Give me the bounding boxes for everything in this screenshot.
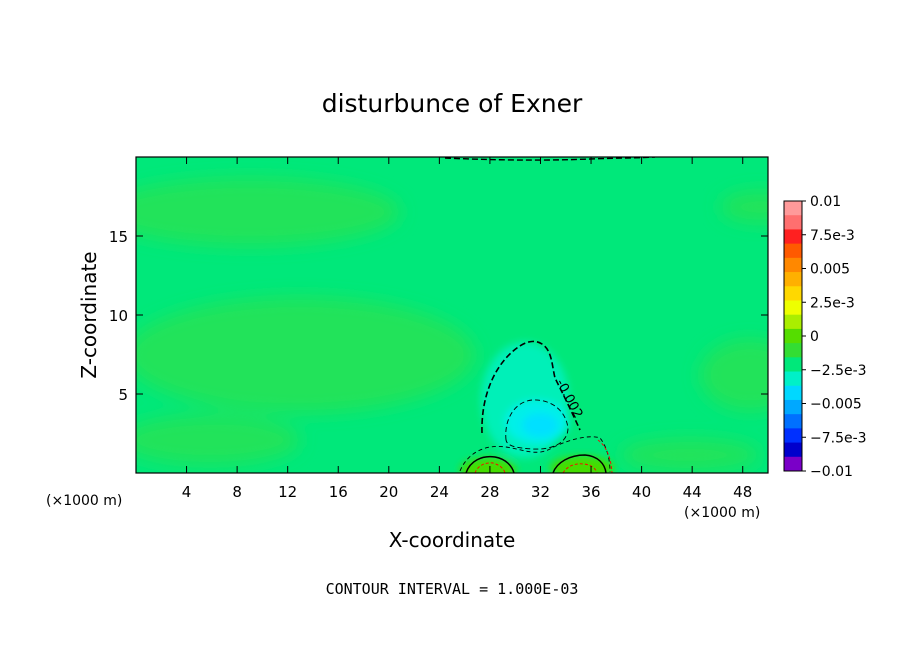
- colorbar-label-0: 0.01: [810, 194, 841, 210]
- colorbar: 0.01 7.5e-3 0.005 2.5e-3 0 −2.5e-3 −0.005 −7.5e…: [784, 194, 867, 480]
- contour-lines: [444, 157, 656, 473]
- y-tick-label-0: 5: [118, 386, 128, 404]
- x-tick-label-11: 48: [733, 483, 752, 501]
- colorbar-label-2: 0.005: [810, 262, 850, 278]
- field-band-mid-left: [136, 297, 475, 413]
- contour-neg2-outer: [481, 340, 581, 434]
- x-axis-ticks: 4 8 12 16 20 24 28 32 36 40 44 48: [182, 157, 752, 501]
- colorbar-swatch-4: [784, 257, 802, 273]
- colorbar-swatch-14: [784, 399, 802, 415]
- contour-pos1-right: [562, 463, 598, 473]
- contour-interval-text: CONTOUR INTERVAL = 1.000E-03: [326, 580, 579, 598]
- y-axis-ticks: 5 10 15: [109, 228, 768, 404]
- colorbar-swatch-12: [784, 371, 802, 387]
- x-tick-label-2: 12: [278, 483, 297, 501]
- colorbar-swatch-17: [784, 442, 802, 458]
- colorbar-swatch-10: [784, 343, 802, 358]
- x-unit-left: (×1000 m): [46, 493, 122, 509]
- colorbar-swatch-8: [784, 314, 802, 330]
- contour-neg3-inner: [505, 399, 569, 450]
- contour-zero-left: [465, 455, 515, 473]
- y-tick-label-1: 10: [109, 307, 128, 325]
- x-tick-label-3: 16: [329, 483, 348, 501]
- field-band-upper-right: [720, 191, 768, 223]
- x-tick-label-6: 28: [480, 483, 499, 501]
- colorbar-swatch-1: [784, 215, 802, 230]
- x-tick-label-1: 8: [232, 483, 242, 501]
- x-tick-label-8: 36: [581, 483, 600, 501]
- x-axis-label: X-coordinate: [389, 528, 516, 552]
- field-band-mid-right: [700, 339, 768, 411]
- colorbar-label-1: 7.5e-3: [810, 228, 855, 244]
- colorbar-label-6: −0.005: [810, 397, 862, 413]
- contour-zero-right: [552, 454, 607, 473]
- colorbar-swatch-2: [784, 229, 802, 245]
- field-band-lower-left: [136, 415, 300, 465]
- colorbar-swatch-9: [784, 328, 802, 344]
- colorbar-swatch-15: [784, 414, 802, 429]
- colorbar-swatch-6: [784, 286, 802, 301]
- field-band-upper-left: [136, 178, 400, 246]
- x-tick-label-9: 40: [632, 483, 651, 501]
- colorbar-label-5: −2.5e-3: [810, 363, 867, 379]
- contour-pos1-left: [474, 462, 506, 473]
- field-band-lower-right: [620, 439, 760, 471]
- colorbar-swatch-13: [784, 385, 802, 401]
- colorbar-label-3: 2.5e-3: [810, 295, 855, 311]
- contour-top-dashed: [444, 157, 656, 161]
- contour-pos0-side: [597, 439, 613, 473]
- y-axis-label: Z-coordinate: [77, 251, 101, 378]
- x-tick-label-10: 44: [683, 483, 702, 501]
- colorbar-swatch-18: [784, 456, 802, 472]
- x-tick-label-5: 24: [430, 483, 449, 501]
- colorbar-swatch-5: [784, 272, 802, 287]
- colorbar-frame: [783, 200, 803, 472]
- x-unit-right: (×1000 m): [684, 505, 760, 521]
- colorbar-swatch-11: [784, 357, 802, 373]
- contour-neg1-low: [459, 436, 611, 473]
- plot-area: -0.002: [136, 157, 768, 473]
- colorbar-swatch-16: [784, 428, 802, 444]
- x-tick-label-4: 20: [379, 483, 398, 501]
- colorbar-swatch-7: [784, 300, 802, 316]
- x-tick-label-7: 32: [531, 483, 550, 501]
- colorbar-label-4: 0: [810, 329, 819, 345]
- y-tick-label-2: 15: [109, 228, 128, 246]
- chart-title: disturbunce of Exner: [322, 89, 583, 118]
- colorbar-label-7: −7.5e-3: [810, 430, 867, 446]
- colorbar-label-8: −0.01: [810, 464, 853, 480]
- x-tick-label-0: 4: [182, 483, 192, 501]
- colorbar-swatch-0: [784, 201, 802, 216]
- colorbar-swatch-3: [784, 243, 802, 259]
- field-low-core: [522, 413, 558, 437]
